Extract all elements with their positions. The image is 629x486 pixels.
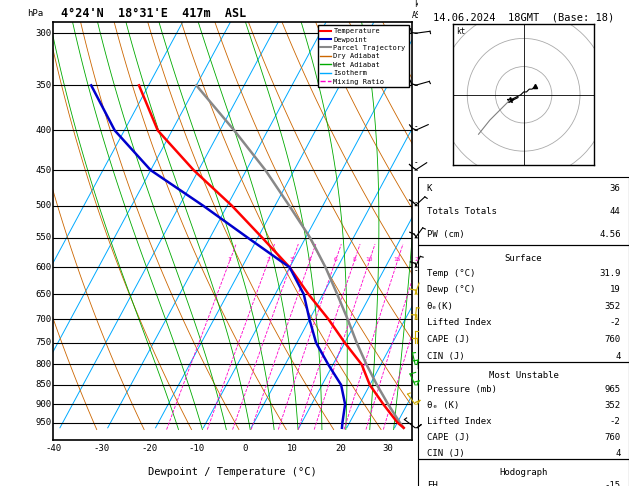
Text: EH: EH <box>426 481 437 486</box>
Text: 20: 20 <box>335 444 346 453</box>
Text: 15: 15 <box>394 257 401 261</box>
Text: 352: 352 <box>604 401 621 410</box>
Text: 20: 20 <box>414 257 421 261</box>
Text: 30: 30 <box>382 444 394 453</box>
Text: 700: 700 <box>36 315 52 324</box>
Text: 800: 800 <box>36 360 52 369</box>
Text: Surface: Surface <box>505 254 542 263</box>
Text: 3: 3 <box>290 257 294 261</box>
Text: 760: 760 <box>604 335 621 344</box>
Text: 650: 650 <box>36 290 52 299</box>
Text: 450: 450 <box>36 166 52 175</box>
Text: 4: 4 <box>615 352 621 361</box>
Bar <box>418 177 629 245</box>
Text: 400: 400 <box>36 126 52 135</box>
Text: 850: 850 <box>36 381 52 389</box>
Text: 14.06.2024  18GMT  (Base: 18): 14.06.2024 18GMT (Base: 18) <box>433 12 615 22</box>
Text: 4: 4 <box>308 257 311 261</box>
Text: Hodograph: Hodograph <box>499 468 548 477</box>
Text: hPa: hPa <box>28 9 43 17</box>
Text: 4: 4 <box>615 449 621 458</box>
Text: -2: -2 <box>610 318 621 328</box>
Text: Lifted Index: Lifted Index <box>426 318 491 328</box>
Text: CAPE (J): CAPE (J) <box>426 335 470 344</box>
Bar <box>418 459 629 486</box>
Bar <box>418 245 629 362</box>
Text: 350: 350 <box>36 81 52 90</box>
Text: 500: 500 <box>36 201 52 210</box>
Text: 4.56: 4.56 <box>599 229 621 239</box>
Text: PW (cm): PW (cm) <box>426 229 464 239</box>
Text: 25: 25 <box>430 257 438 261</box>
Text: -6: -6 <box>414 198 423 207</box>
Text: 4°24'N  18°31'E  417m  ASL: 4°24'N 18°31'E 417m ASL <box>60 7 246 20</box>
Text: -20: -20 <box>141 444 157 453</box>
Text: -5: -5 <box>414 233 423 243</box>
Text: -3: -3 <box>414 315 423 324</box>
Text: 31.9: 31.9 <box>599 269 621 278</box>
Text: CAPE (J): CAPE (J) <box>426 433 470 442</box>
Text: Temp (°C): Temp (°C) <box>426 269 475 278</box>
Text: -15: -15 <box>604 481 621 486</box>
Legend: Temperature, Dewpoint, Parcel Trajectory, Dry Adiabat, Wet Adiabat, Isotherm, Mi: Temperature, Dewpoint, Parcel Trajectory… <box>318 25 408 87</box>
Text: -4: -4 <box>414 266 423 275</box>
Text: 352: 352 <box>604 302 621 311</box>
Text: 0: 0 <box>242 444 247 453</box>
Text: 900: 900 <box>36 400 52 409</box>
Text: 550: 550 <box>36 233 52 243</box>
Text: kt: kt <box>456 27 465 36</box>
Text: -40: -40 <box>45 444 62 453</box>
Text: 19: 19 <box>610 285 621 295</box>
Text: θₑ (K): θₑ (K) <box>426 401 459 410</box>
Text: km
ASL: km ASL <box>412 0 426 20</box>
Text: 300: 300 <box>36 29 52 38</box>
Text: CIN (J): CIN (J) <box>426 449 464 458</box>
Text: Mixing Ratio (g/kg): Mixing Ratio (g/kg) <box>450 187 460 275</box>
Text: θₑ(K): θₑ(K) <box>426 302 454 311</box>
Text: 760: 760 <box>604 433 621 442</box>
Text: 8: 8 <box>352 257 356 261</box>
Text: Lifted Index: Lifted Index <box>426 417 491 426</box>
Text: 1: 1 <box>228 257 231 261</box>
Text: -1: -1 <box>414 423 423 433</box>
Text: Totals Totals: Totals Totals <box>426 207 496 216</box>
Text: Dewpoint / Temperature (°C): Dewpoint / Temperature (°C) <box>148 467 317 477</box>
Text: 10: 10 <box>365 257 373 261</box>
Text: 965: 965 <box>604 385 621 394</box>
Text: 6: 6 <box>333 257 337 261</box>
Text: Most Unstable: Most Unstable <box>489 371 559 380</box>
Text: 36: 36 <box>610 184 621 193</box>
Text: 750: 750 <box>36 338 52 347</box>
Text: Dewp (°C): Dewp (°C) <box>426 285 475 295</box>
Text: CIN (J): CIN (J) <box>426 352 464 361</box>
Text: Pressure (mb): Pressure (mb) <box>426 385 496 394</box>
Text: -8: -8 <box>414 122 423 131</box>
Text: 10: 10 <box>287 444 298 453</box>
Text: -2: -2 <box>414 360 423 369</box>
Bar <box>418 362 629 459</box>
Text: 2: 2 <box>266 257 270 261</box>
Text: -7: -7 <box>414 158 423 167</box>
Text: 44: 44 <box>610 207 621 216</box>
Text: -30: -30 <box>93 444 109 453</box>
Text: 600: 600 <box>36 263 52 272</box>
Text: K: K <box>426 184 432 193</box>
Text: -10: -10 <box>189 444 205 453</box>
Text: LCL: LCL <box>416 362 430 371</box>
Text: 950: 950 <box>36 418 52 427</box>
Text: -2: -2 <box>610 417 621 426</box>
